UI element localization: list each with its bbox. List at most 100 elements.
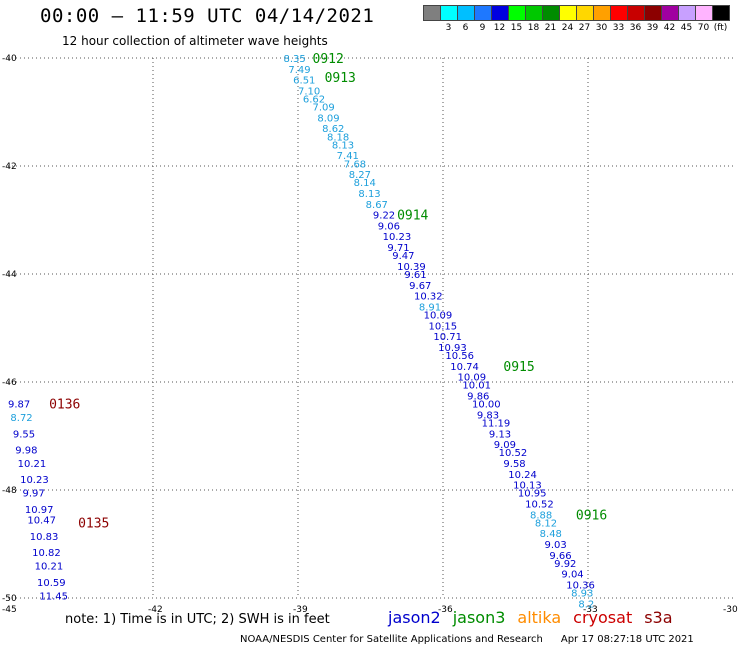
data-label: 10.23	[20, 475, 49, 486]
data-label: 10.52	[525, 500, 554, 511]
scale-label: 42	[663, 23, 676, 33]
data-label: 7.41	[337, 151, 359, 162]
data-label: 9.55	[13, 429, 35, 440]
scale-label: 21	[544, 23, 557, 33]
scale-label: 12	[493, 23, 506, 33]
scale-label: 9	[479, 23, 486, 33]
x-tick-label: -39	[293, 605, 308, 615]
scale-label: 27	[578, 23, 591, 33]
data-label: 10.39	[397, 262, 426, 273]
data-label: 8.09	[317, 113, 339, 124]
data-label: 10.74	[450, 362, 479, 373]
satellite-legend: jason2 jason3 altika cryosat s3a	[388, 608, 685, 627]
data-label: 9.92	[554, 559, 576, 570]
legend-jason2: jason2	[388, 608, 441, 627]
footer-note: note: 1) Time is in UTC; 2) SWH is in fe…	[65, 612, 330, 627]
data-label: 8.88	[530, 510, 552, 521]
pass-time-label: 0913	[325, 71, 356, 86]
data-label: 7.09	[313, 103, 335, 114]
data-label: 8.18	[327, 132, 349, 143]
data-label: 6.51	[293, 76, 315, 87]
legend-jason3: jason3	[452, 608, 506, 627]
data-label: 10.24	[508, 470, 537, 481]
scale-label: 24	[561, 23, 574, 33]
data-label: 8.48	[540, 529, 562, 540]
data-label: 10.47	[27, 516, 56, 527]
data-label: 10.15	[429, 321, 458, 332]
timestamp: Apr 17 08:27:18 UTC 2021	[560, 634, 694, 645]
data-label: 9.71	[387, 243, 409, 254]
data-label: 9.97	[23, 489, 45, 500]
y-tick-label: -48	[2, 486, 17, 496]
axis-tick-labels: -45 -42 -39 -36 -33 -30 -40 -42 -44 -46 -48 -50	[2, 54, 738, 615]
pass-time-label: 0912	[313, 52, 344, 67]
scale-cell: 45	[678, 5, 696, 33]
data-label: 10.83	[30, 532, 59, 543]
data-label: 9.86	[467, 392, 489, 403]
data-label: 10.82	[32, 548, 61, 559]
data-label: 8.67	[366, 200, 388, 211]
scale-cell: (ft)	[712, 5, 730, 33]
x-tick-label: -36	[438, 605, 453, 615]
pass-time-labels: 0912 0913 0914 0915 0916 0136 0135	[49, 52, 607, 531]
x-tick-label: -42	[148, 605, 163, 615]
scale-cell: 70	[695, 5, 713, 33]
x-tick-label: -45	[2, 605, 17, 615]
data-label: 9.67	[409, 281, 431, 292]
color-scale: 3 6 9 12 15 18 21 24 27 30 33 36 39 42 45 70 (ft)	[423, 5, 730, 33]
pass-time-label: 0135	[78, 516, 109, 531]
data-label: 9.83	[477, 410, 499, 421]
scale-label: 3	[445, 23, 452, 33]
scale-label: 70	[697, 23, 710, 33]
data-label: 9.04	[561, 570, 583, 581]
data-label: 6.62	[303, 95, 325, 106]
data-label: 9.03	[545, 540, 567, 551]
pass-time-label: 0916	[576, 508, 607, 523]
data-label: 10.09	[424, 311, 453, 322]
scale-label: 15	[510, 23, 523, 33]
chart-subtitle: 12 hour collection of altimeter wave hei…	[62, 34, 328, 48]
scale-cell: 24	[559, 5, 577, 33]
data-label: 10.59	[37, 578, 66, 589]
pass-time-label: 0136	[49, 398, 80, 413]
data-label: 9.06	[378, 221, 400, 232]
data-label: 9.61	[404, 270, 426, 281]
y-tick-label: -40	[2, 54, 17, 64]
data-label: 7.10	[298, 86, 320, 97]
y-tick-label: -44	[2, 270, 17, 280]
data-label: 10.97	[25, 505, 54, 516]
legend-altika: altika	[517, 608, 562, 627]
data-label: 8.12	[535, 518, 557, 529]
data-label: 11.19	[482, 419, 511, 430]
data-label: 8.91	[419, 302, 441, 313]
data-label: 8.35	[284, 54, 306, 65]
data-labels: 8.357.496.517.106.627.098.098.628.188.13…	[8, 54, 595, 610]
data-label: 10.32	[414, 292, 443, 303]
data-label: 8.2	[578, 599, 594, 610]
data-label: 10.00	[472, 400, 501, 411]
data-label: 10.21	[35, 562, 64, 573]
legend-s3a: s3a	[644, 608, 673, 627]
grid-lines	[8, 57, 733, 599]
scale-label: 39	[646, 23, 659, 33]
data-label: 10.21	[18, 459, 47, 470]
scale-swatch	[712, 5, 730, 21]
y-tick-label: -50	[2, 594, 17, 604]
scale-label: (ft)	[713, 23, 728, 33]
data-label: 10.56	[445, 351, 474, 362]
scale-label: 30	[595, 23, 608, 33]
data-label: 10.09	[458, 373, 487, 384]
data-label: 9.98	[15, 446, 37, 457]
data-label: 8.72	[10, 413, 32, 424]
credit-line: NOAA/NESDIS Center for Satellite Applica…	[240, 634, 694, 645]
scale-cell: 30	[593, 5, 611, 33]
scale-cell: 12	[491, 5, 509, 33]
data-label: 9.66	[549, 551, 571, 562]
scale-label: 18	[527, 23, 540, 33]
data-label: 8.14	[354, 178, 376, 189]
data-label: 8.13	[358, 189, 380, 200]
data-label: 7.68	[344, 159, 366, 170]
y-tick-label: -46	[2, 378, 17, 388]
x-tick-label: -30	[723, 605, 738, 615]
